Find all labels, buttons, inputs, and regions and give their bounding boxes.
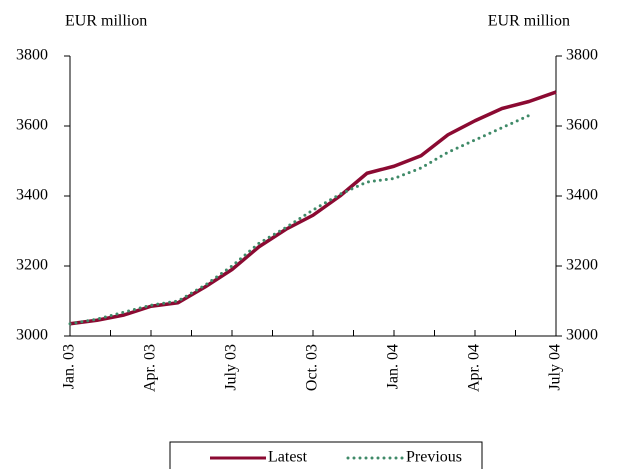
y-tick-label: 3600: [16, 117, 48, 134]
y-tick-label: 3200: [16, 257, 48, 274]
x-tick-label: July 04: [547, 344, 564, 391]
series-line: [69, 90, 557, 326]
x-tick-label: Apr. 04: [466, 344, 483, 392]
y2-tick-label: 3000: [566, 327, 598, 344]
series-line: [68, 114, 531, 326]
y2-tick-label: 3400: [566, 187, 598, 204]
legend-label: Previous: [406, 449, 462, 466]
x-tick-label: Oct. 03: [304, 344, 321, 391]
y2-tick-label: 3800: [566, 47, 598, 64]
y2-axis-label: EUR million: [488, 13, 570, 30]
legend-label: Latest: [268, 449, 308, 466]
y-axis-label: EUR million: [65, 13, 147, 30]
x-tick-label: July 03: [223, 344, 240, 391]
y-tick-label: 3400: [16, 187, 48, 204]
legend-box: [169, 441, 483, 469]
y2-tick-label: 3200: [566, 257, 598, 274]
x-tick-label: Jan. 03: [61, 344, 78, 389]
y-tick-label: 3800: [16, 47, 48, 64]
x-tick-label: Jan. 04: [385, 344, 402, 389]
x-tick-label: Apr. 03: [142, 344, 159, 392]
y-tick-label: 3000: [16, 327, 48, 344]
y2-tick-label: 3600: [566, 117, 598, 134]
